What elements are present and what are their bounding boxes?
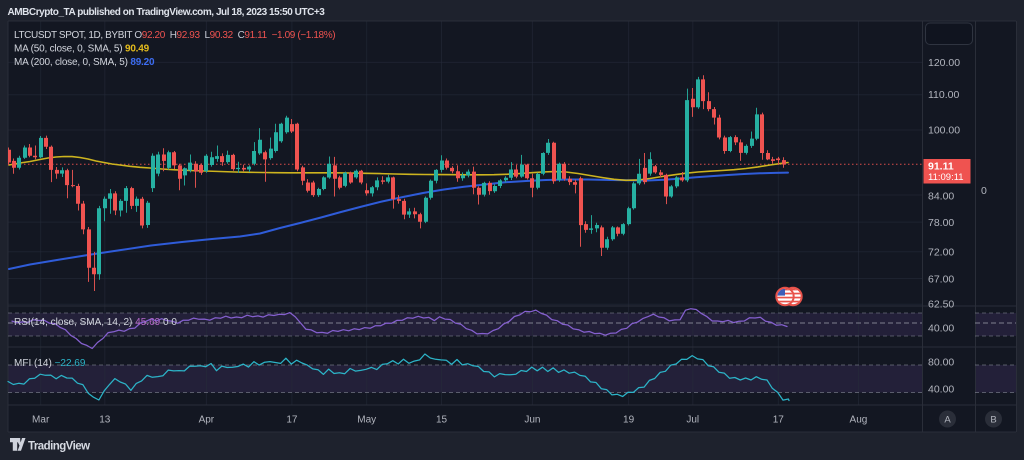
svg-text:19: 19 [623,415,635,426]
svg-text:78.00: 78.00 [928,217,954,229]
svg-text:17: 17 [286,415,298,426]
svg-text:120.00: 120.00 [928,57,960,69]
svg-text:AMBCrypto_TA published on Trad: AMBCrypto_TA published on TradingView.co… [8,7,326,18]
svg-text:Jul: Jul [686,415,699,426]
svg-text:110.00: 110.00 [928,89,959,101]
svg-text:91.11: 91.11 [928,161,954,173]
svg-text:84.00: 84.00 [928,191,954,203]
svg-text:40.00: 40.00 [928,323,954,335]
svg-text:Aug: Aug [850,415,868,426]
svg-text:72.00: 72.00 [928,247,954,259]
svg-text:11:09:11: 11:09:11 [928,172,964,183]
svg-text:Apr: Apr [199,415,215,426]
svg-text:15: 15 [436,415,448,426]
svg-text:Mar: Mar [32,415,50,426]
svg-text:40.00: 40.00 [928,384,954,396]
svg-text:17: 17 [773,415,785,426]
svg-text:RSI(14, close, SMA, 14, 2) 45.: RSI(14, close, SMA, 14, 2) 45.69 0 0 [14,317,177,328]
svg-text:A: A [944,415,951,426]
svg-text:LTCUSDT SPOT, 1D, BYBIT O92.2: LTCUSDT SPOT, 1D, BYBIT O92.20 H92.93 L9… [14,30,335,41]
svg-text:Jun: Jun [524,415,540,426]
svg-text:MA (200, close, 0, SMA, 5) 89.: MA (200, close, 0, SMA, 5) 89.20 [14,57,155,68]
svg-text:62.50: 62.50 [928,299,954,311]
svg-text:100.00: 100.00 [928,125,960,137]
svg-text:MA (50, close, 0, SMA, 5) 90.4: MA (50, close, 0, SMA, 5) 90.49 [14,43,150,54]
svg-text:80.00: 80.00 [928,357,954,369]
svg-text:13: 13 [99,415,111,426]
svg-text:TradingView: TradingView [28,441,90,453]
svg-text:B: B [990,415,996,426]
svg-text:0: 0 [981,185,987,197]
svg-text:MFI (14) −22.69: MFI (14) −22.69 [14,358,86,369]
svg-text:67.00: 67.00 [928,274,954,286]
svg-text:May: May [357,415,376,426]
